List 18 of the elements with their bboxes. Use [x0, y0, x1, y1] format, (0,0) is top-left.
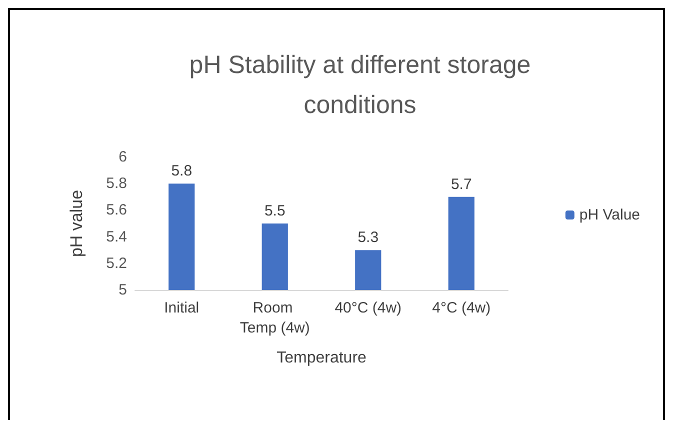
y-tick-label: 5.8: [106, 175, 127, 192]
y-tick-label: 5.2: [106, 254, 127, 272]
x-tick-label: Initial: [164, 300, 200, 316]
x-tick-label: Room Temp (4w): [240, 300, 310, 336]
y-tick-label: 6: [118, 148, 127, 166]
data-label: 5.7: [450, 176, 472, 193]
data-label: 5.5: [264, 202, 286, 220]
data-label: 5.3: [358, 229, 379, 246]
x-tick-label: 40°C (4w): [334, 300, 402, 316]
x-tick-label: 4°C (4w): [432, 300, 491, 316]
y-axis-title: pH value: [67, 190, 86, 258]
data-label: 5.8: [171, 162, 192, 180]
legend-label: pH Value: [579, 206, 640, 224]
y-tick-label: 5.4: [106, 228, 127, 246]
y-tick-label: 5.6: [106, 202, 127, 219]
chart-title: pH Stability at different storage conditions: [189, 51, 531, 119]
y-tick-label: 5: [118, 282, 127, 298]
x-axis-title: Temperature: [276, 350, 367, 366]
